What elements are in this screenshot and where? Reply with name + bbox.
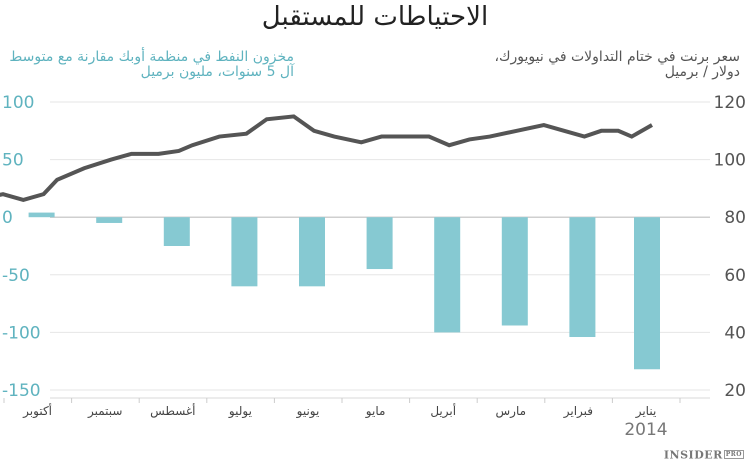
bar — [569, 217, 596, 338]
left-axis-tick: 0 — [2, 208, 13, 228]
bar — [434, 217, 461, 333]
right-axis-tick: 60 — [724, 266, 746, 286]
brent-price-line — [0, 114, 653, 202]
x-axis-label: أغسطس — [150, 403, 195, 419]
x-axis-label: يونيو — [296, 404, 320, 419]
left-axis-tick: 100 — [2, 93, 34, 113]
x-axis-label: فبراير — [563, 404, 593, 419]
logo-badge: PRO — [723, 450, 744, 459]
right-axis-tick: 20 — [724, 381, 746, 401]
right-axis-tick: 40 — [724, 323, 746, 343]
bar — [96, 217, 123, 223]
x-axis-label: يوليو — [228, 404, 252, 419]
right-series-legend: سعر برنت في ختام التداولات في نيويورك، د… — [494, 49, 740, 80]
year-label: 2014 — [624, 420, 667, 440]
bar — [28, 212, 55, 218]
left-axis-tick: -150 — [2, 381, 41, 401]
logo-text: INSIDER — [663, 448, 723, 461]
left-series-legend: مخزون النفط في منظمة أوبك مقارنة مع متوس… — [9, 49, 294, 80]
bar — [634, 217, 660, 370]
bar — [501, 217, 528, 326]
bar — [299, 217, 325, 287]
bar — [231, 217, 258, 287]
right-axis-tick: 120 — [714, 93, 746, 113]
left-axis-tick: 50 — [2, 151, 24, 171]
bar — [366, 217, 393, 270]
right-axis-tick: 100 — [714, 151, 746, 171]
insider-pro-logo: INSIDER PRO — [663, 448, 744, 461]
x-axis-label: يناير — [635, 404, 657, 419]
right-axis-tick: 80 — [724, 208, 746, 228]
x-axis-label: سبتمبر — [87, 404, 122, 419]
x-axis-label: مارس — [496, 404, 527, 419]
left-axis-tick: -50 — [2, 266, 30, 286]
x-axis-label: مايو — [365, 404, 386, 419]
chart-title: الاحتياطات للمستقبل — [261, 2, 489, 32]
x-axis-label: أبريل — [430, 403, 456, 419]
bar — [163, 217, 190, 246]
left-axis-tick: -100 — [2, 323, 41, 343]
x-axis-label: أكتوبر — [22, 403, 52, 419]
